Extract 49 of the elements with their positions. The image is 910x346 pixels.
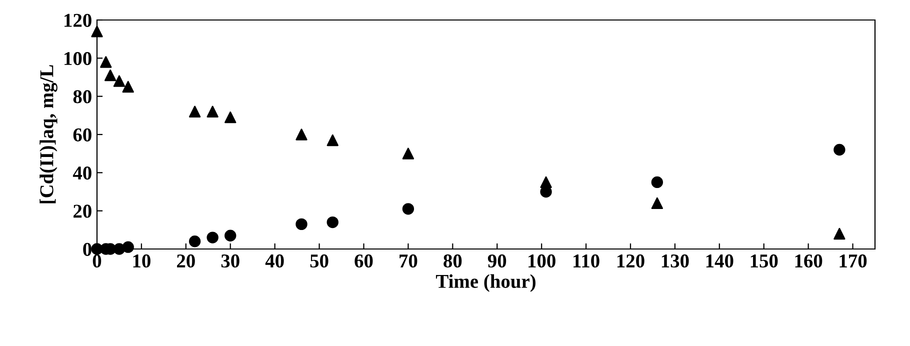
point [206,106,218,118]
x-tick-label: 170 [840,254,867,268]
x-tick-label: 10 [133,254,150,268]
point [122,241,134,253]
x-tick-label: 90 [488,254,506,268]
point [326,134,338,146]
x-tick-label: 60 [354,254,373,268]
point [296,128,308,140]
y-tick-label: 20 [74,204,92,218]
y-tick-label: 120 [64,14,92,27]
y-axis-title: [Cd(II)]aq, mg/L [40,65,58,204]
point [834,144,846,156]
point [206,232,218,244]
y-tick-label: 100 [64,52,92,66]
x-tick-label: 130 [662,254,689,268]
point [402,203,414,215]
x-tick-label: 100 [528,254,556,268]
x-axis-title: Time (hour) [436,274,536,292]
x-tick-label: 40 [265,254,284,268]
point [402,148,414,160]
point [122,80,134,93]
x-tick-label: 20 [177,254,195,268]
x-tick-label: 0 [92,254,102,268]
y-tick-label: 80 [73,90,92,104]
point [113,75,126,87]
x-tick-label: 110 [574,254,600,268]
x-tick-label: 140 [706,254,734,268]
point [188,236,201,248]
y-tick-label: 0 [83,242,92,256]
point [326,216,338,228]
point [91,26,103,38]
point [100,56,112,68]
x-tick-label: 160 [795,254,822,268]
y-tick-label: 60 [73,128,92,142]
x-tick-label: 30 [221,254,240,268]
point [651,176,664,188]
point [188,106,201,118]
point [224,230,236,242]
y-tick-label: 40 [72,166,92,180]
point [296,218,308,230]
point [104,69,116,82]
point [834,228,846,240]
x-tick-label: 70 [400,254,418,268]
point [651,197,664,210]
x-tick-label: 50 [310,254,328,268]
x-tick-label: 120 [617,254,644,268]
point [224,111,236,124]
x-tick-label: 80 [444,254,462,268]
x-tick-label: 150 [750,254,778,268]
